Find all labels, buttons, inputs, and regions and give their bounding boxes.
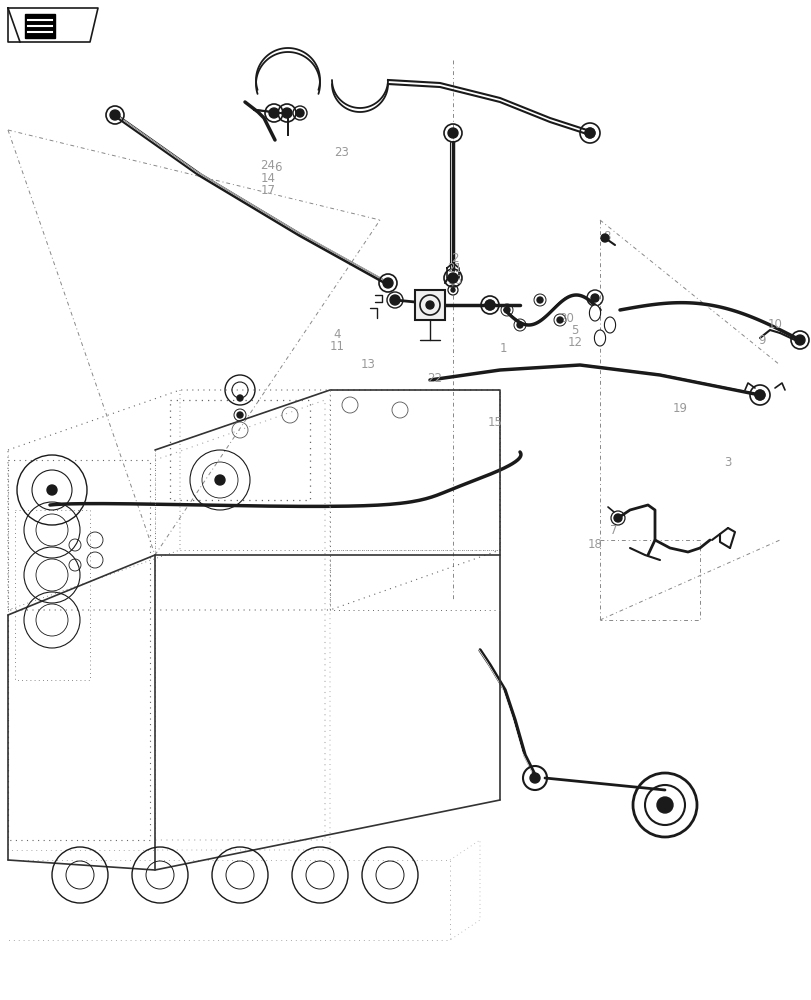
Text: 19: 19 [672,401,687,414]
Text: 17: 17 [260,184,275,197]
Text: 24: 24 [260,159,275,172]
Text: 8: 8 [603,231,610,243]
Circle shape [530,773,539,783]
Circle shape [517,322,522,328]
Text: 12: 12 [567,336,581,349]
Circle shape [536,297,543,303]
Circle shape [383,278,393,288]
Text: 23: 23 [334,146,349,159]
Circle shape [268,108,279,118]
Text: 9: 9 [757,334,765,347]
Polygon shape [25,14,55,38]
Text: 6: 6 [274,161,281,174]
Text: 5: 5 [571,324,578,336]
Text: 18: 18 [587,538,602,552]
Circle shape [281,108,292,118]
Circle shape [450,288,454,292]
Circle shape [794,335,804,345]
Text: 22: 22 [427,371,442,384]
Text: 16: 16 [447,273,462,286]
Circle shape [613,514,621,522]
Text: 3: 3 [723,456,731,468]
Circle shape [237,412,242,418]
Circle shape [584,128,594,138]
Text: 1: 1 [499,342,506,355]
Text: 11: 11 [329,340,344,354]
Circle shape [296,109,303,117]
Circle shape [215,475,225,485]
Circle shape [590,294,599,302]
Polygon shape [603,317,615,333]
Circle shape [754,390,764,400]
Text: 10: 10 [766,318,782,332]
Circle shape [600,234,608,242]
Circle shape [484,300,495,310]
Circle shape [237,395,242,401]
Text: 4: 4 [333,328,341,342]
Polygon shape [8,8,98,42]
Circle shape [504,307,509,313]
Text: 21: 21 [447,261,462,274]
Text: 20: 20 [559,312,573,324]
Circle shape [389,295,400,305]
Circle shape [448,273,457,283]
Text: 14: 14 [260,172,275,185]
Circle shape [109,110,120,120]
Circle shape [556,317,562,323]
Circle shape [426,301,433,309]
Circle shape [47,485,57,495]
Text: 13: 13 [360,359,375,371]
Polygon shape [594,330,605,346]
Polygon shape [589,305,600,321]
Bar [414,290,444,320]
Text: 2: 2 [451,251,458,264]
Text: 15: 15 [487,416,502,430]
Text: 7: 7 [610,524,617,536]
Circle shape [448,128,457,138]
Circle shape [656,797,672,813]
